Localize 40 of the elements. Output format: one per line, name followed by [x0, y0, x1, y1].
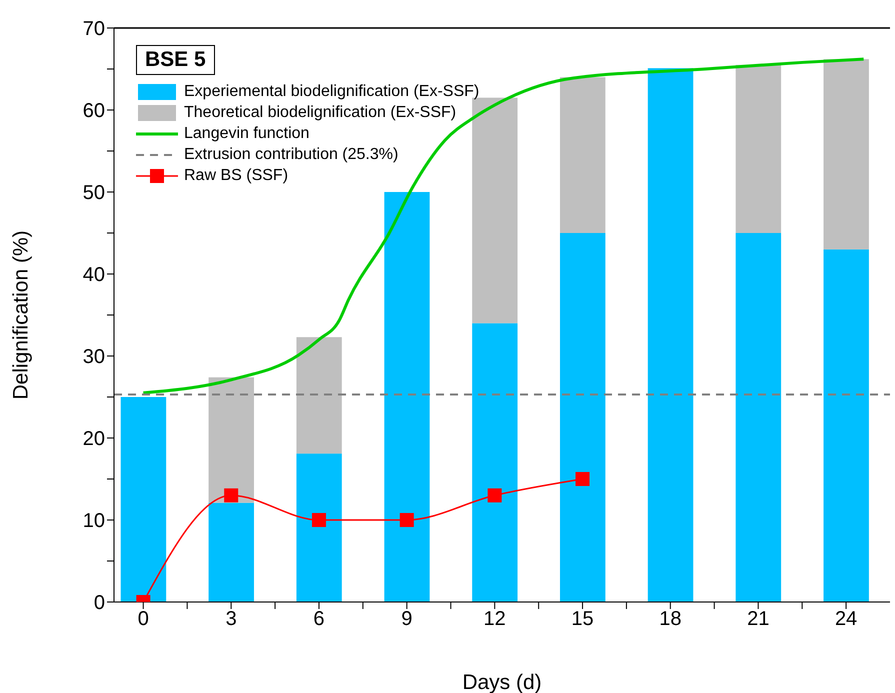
legend-label: Extrusion contribution (25.3%): [184, 146, 398, 164]
y-tick-label: 50: [82, 182, 105, 204]
y-axis-title: Delignification (%): [9, 230, 32, 400]
y-tick-label: 70: [82, 18, 105, 40]
bar: [648, 68, 694, 602]
x-tick-label: 18: [659, 608, 682, 630]
legend-label: Raw BS (SSF): [184, 166, 288, 184]
legend-title: BSE 5: [136, 45, 215, 75]
bar: [296, 454, 342, 602]
bar: [472, 323, 518, 602]
bar: [560, 77, 606, 233]
y-tick-label: 20: [82, 428, 105, 450]
y-tick-label: 10: [82, 510, 105, 532]
x-tick-label: 0: [138, 608, 149, 630]
bar: [384, 192, 430, 602]
bar: [208, 377, 254, 503]
x-tick-label: 6: [313, 608, 325, 630]
legend-label: Experiemental biodelignification (Ex-SSF): [184, 82, 480, 100]
legend-label: Langevin function: [184, 124, 310, 142]
x-tick-label: 21: [747, 608, 770, 630]
y-tick-label: 30: [82, 346, 105, 368]
y-tick-label: 60: [82, 100, 105, 122]
x-axis-title: Days (d): [462, 670, 542, 693]
bar: [472, 98, 518, 324]
bar: [824, 249, 869, 602]
y-tick-label: 40: [82, 264, 105, 286]
x-tick-label: 9: [401, 608, 412, 630]
bar: [296, 337, 342, 454]
x-tick-label: 12: [484, 608, 506, 630]
bar: [208, 502, 254, 602]
legend-label: Theoretical biodelignification (Ex-SSF): [184, 104, 456, 122]
bar: [736, 233, 782, 602]
bar: [120, 397, 166, 602]
bar: [736, 64, 782, 233]
bar: [560, 233, 606, 602]
bar: [824, 59, 869, 250]
x-tick-label: 15: [571, 608, 594, 630]
x-tick-label: 3: [226, 608, 237, 630]
x-tick-label: 24: [834, 608, 858, 630]
y-tick-label: 0: [94, 592, 105, 614]
